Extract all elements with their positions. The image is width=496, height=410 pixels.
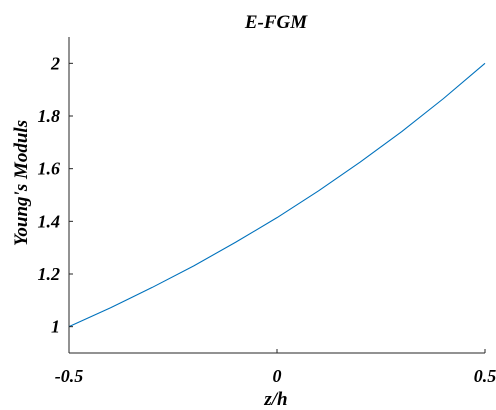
chart-title: E-FGM (244, 12, 308, 33)
y-tick-label: 1.4 (38, 211, 61, 231)
x-tick-label: 0 (273, 366, 282, 386)
y-tick-label: 1 (51, 317, 60, 337)
y-tick-label: 2 (50, 53, 60, 73)
series-layer (68, 62, 486, 328)
y-tick-label: 1.6 (38, 159, 61, 179)
x-axis-label: z/h (263, 389, 287, 410)
x-tick-label: 0.5 (474, 366, 496, 386)
ticks-layer: -0.5 0 0.5 1 1.2 1.4 1.6 1.8 2 (38, 53, 496, 386)
y-axis-label: Young's Moduls (11, 120, 32, 246)
series-line-0 (68, 62, 486, 328)
plot-axes (68, 37, 485, 354)
y-tick-label: 1.2 (38, 264, 61, 284)
x-tick-label: -0.5 (55, 366, 84, 386)
y-tick-label: 1.8 (38, 106, 61, 126)
